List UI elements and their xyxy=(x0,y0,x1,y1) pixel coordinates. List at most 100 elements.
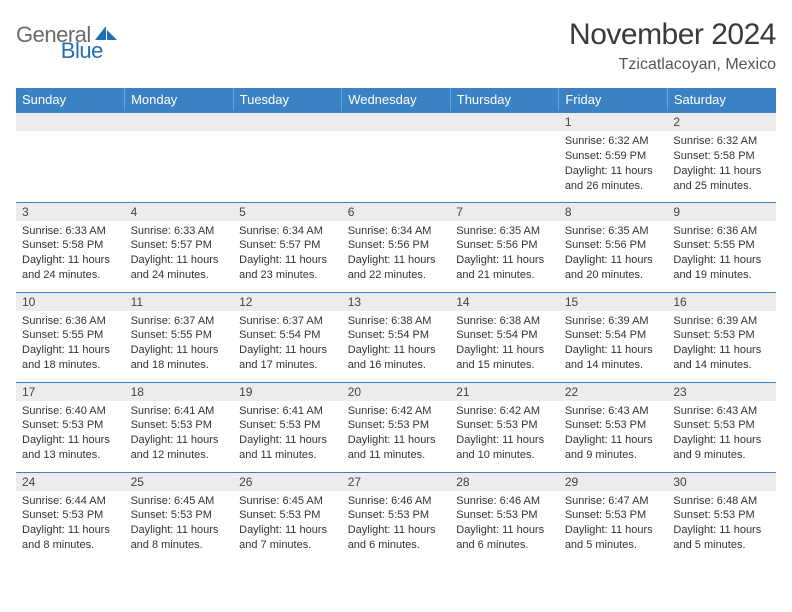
daylight: Daylight: 11 hours and 11 minutes. xyxy=(348,433,445,463)
sunrise: Sunrise: 6:38 AM xyxy=(348,314,445,329)
sunset: Sunset: 5:58 PM xyxy=(22,238,119,253)
calendar-cell: 22Sunrise: 6:43 AMSunset: 5:53 PMDayligh… xyxy=(559,382,668,472)
day-body: Sunrise: 6:40 AMSunset: 5:53 PMDaylight:… xyxy=(16,401,125,467)
day-number xyxy=(342,113,451,131)
sunset: Sunset: 5:53 PM xyxy=(673,328,770,343)
day-body: Sunrise: 6:47 AMSunset: 5:53 PMDaylight:… xyxy=(559,491,668,557)
calendar-cell: 5Sunrise: 6:34 AMSunset: 5:57 PMDaylight… xyxy=(233,202,342,292)
sunrise: Sunrise: 6:45 AM xyxy=(131,494,228,509)
calendar-cell: 29Sunrise: 6:47 AMSunset: 5:53 PMDayligh… xyxy=(559,472,668,562)
day-body: Sunrise: 6:32 AMSunset: 5:58 PMDaylight:… xyxy=(667,131,776,197)
daylight: Daylight: 11 hours and 16 minutes. xyxy=(348,343,445,373)
sunset: Sunset: 5:57 PM xyxy=(239,238,336,253)
calendar-body: 1Sunrise: 6:32 AMSunset: 5:59 PMDaylight… xyxy=(16,112,776,562)
daylight: Daylight: 11 hours and 10 minutes. xyxy=(456,433,553,463)
day-body: Sunrise: 6:34 AMSunset: 5:56 PMDaylight:… xyxy=(342,221,451,287)
day-number: 23 xyxy=(667,383,776,401)
calendar-cell xyxy=(16,112,125,202)
day-body: Sunrise: 6:33 AMSunset: 5:58 PMDaylight:… xyxy=(16,221,125,287)
calendar-cell: 27Sunrise: 6:46 AMSunset: 5:53 PMDayligh… xyxy=(342,472,451,562)
day-body: Sunrise: 6:41 AMSunset: 5:53 PMDaylight:… xyxy=(233,401,342,467)
daylight: Daylight: 11 hours and 21 minutes. xyxy=(456,253,553,283)
sunrise: Sunrise: 6:43 AM xyxy=(565,404,662,419)
daylight: Daylight: 11 hours and 5 minutes. xyxy=(565,523,662,553)
sunrise: Sunrise: 6:39 AM xyxy=(565,314,662,329)
daylight: Daylight: 11 hours and 17 minutes. xyxy=(239,343,336,373)
day-number: 28 xyxy=(450,473,559,491)
day-body: Sunrise: 6:37 AMSunset: 5:54 PMDaylight:… xyxy=(233,311,342,377)
calendar-cell: 19Sunrise: 6:41 AMSunset: 5:53 PMDayligh… xyxy=(233,382,342,472)
daylight: Daylight: 11 hours and 22 minutes. xyxy=(348,253,445,283)
calendar-cell: 14Sunrise: 6:38 AMSunset: 5:54 PMDayligh… xyxy=(450,292,559,382)
calendar-cell: 28Sunrise: 6:46 AMSunset: 5:53 PMDayligh… xyxy=(450,472,559,562)
day-body: Sunrise: 6:43 AMSunset: 5:53 PMDaylight:… xyxy=(559,401,668,467)
sunrise: Sunrise: 6:43 AM xyxy=(673,404,770,419)
daylight: Daylight: 11 hours and 9 minutes. xyxy=(673,433,770,463)
calendar-cell: 7Sunrise: 6:35 AMSunset: 5:56 PMDaylight… xyxy=(450,202,559,292)
daylight: Daylight: 11 hours and 18 minutes. xyxy=(131,343,228,373)
logo: General Blue xyxy=(16,18,163,48)
day-number xyxy=(233,113,342,131)
sunset: Sunset: 5:53 PM xyxy=(239,418,336,433)
daylight: Daylight: 11 hours and 12 minutes. xyxy=(131,433,228,463)
sunrise: Sunrise: 6:47 AM xyxy=(565,494,662,509)
sunset: Sunset: 5:58 PM xyxy=(673,149,770,164)
day-header: Saturday xyxy=(667,88,776,112)
day-number: 24 xyxy=(16,473,125,491)
day-body: Sunrise: 6:34 AMSunset: 5:57 PMDaylight:… xyxy=(233,221,342,287)
sunrise: Sunrise: 6:46 AM xyxy=(348,494,445,509)
daylight: Daylight: 11 hours and 8 minutes. xyxy=(22,523,119,553)
day-body: Sunrise: 6:45 AMSunset: 5:53 PMDaylight:… xyxy=(233,491,342,557)
sunset: Sunset: 5:53 PM xyxy=(131,508,228,523)
sunset: Sunset: 5:53 PM xyxy=(348,418,445,433)
day-number: 1 xyxy=(559,113,668,131)
daylight: Daylight: 11 hours and 20 minutes. xyxy=(565,253,662,283)
page-title: November 2024 xyxy=(569,18,776,52)
sunrise: Sunrise: 6:32 AM xyxy=(673,134,770,149)
day-header: Wednesday xyxy=(342,88,451,112)
day-number: 6 xyxy=(342,203,451,221)
day-number: 30 xyxy=(667,473,776,491)
daylight: Daylight: 11 hours and 11 minutes. xyxy=(239,433,336,463)
sunset: Sunset: 5:55 PM xyxy=(22,328,119,343)
day-body: Sunrise: 6:42 AMSunset: 5:53 PMDaylight:… xyxy=(450,401,559,467)
day-number: 17 xyxy=(16,383,125,401)
day-header: Sunday xyxy=(16,88,125,112)
day-body: Sunrise: 6:46 AMSunset: 5:53 PMDaylight:… xyxy=(342,491,451,557)
day-body: Sunrise: 6:38 AMSunset: 5:54 PMDaylight:… xyxy=(450,311,559,377)
sunrise: Sunrise: 6:46 AM xyxy=(456,494,553,509)
sunrise: Sunrise: 6:33 AM xyxy=(131,224,228,239)
sunrise: Sunrise: 6:35 AM xyxy=(456,224,553,239)
daylight: Daylight: 11 hours and 24 minutes. xyxy=(131,253,228,283)
calendar-cell: 23Sunrise: 6:43 AMSunset: 5:53 PMDayligh… xyxy=(667,382,776,472)
calendar-cell: 11Sunrise: 6:37 AMSunset: 5:55 PMDayligh… xyxy=(125,292,234,382)
daylight: Daylight: 11 hours and 7 minutes. xyxy=(239,523,336,553)
day-number: 26 xyxy=(233,473,342,491)
calendar-cell: 21Sunrise: 6:42 AMSunset: 5:53 PMDayligh… xyxy=(450,382,559,472)
day-number: 14 xyxy=(450,293,559,311)
calendar-cell: 8Sunrise: 6:35 AMSunset: 5:56 PMDaylight… xyxy=(559,202,668,292)
sunrise: Sunrise: 6:41 AM xyxy=(131,404,228,419)
calendar-row: 1Sunrise: 6:32 AMSunset: 5:59 PMDaylight… xyxy=(16,112,776,202)
daylight: Daylight: 11 hours and 18 minutes. xyxy=(22,343,119,373)
day-number: 27 xyxy=(342,473,451,491)
day-body: Sunrise: 6:41 AMSunset: 5:53 PMDaylight:… xyxy=(125,401,234,467)
calendar-cell xyxy=(125,112,234,202)
daylight: Daylight: 11 hours and 19 minutes. xyxy=(673,253,770,283)
calendar-cell: 17Sunrise: 6:40 AMSunset: 5:53 PMDayligh… xyxy=(16,382,125,472)
sunset: Sunset: 5:57 PM xyxy=(131,238,228,253)
day-number: 5 xyxy=(233,203,342,221)
day-body: Sunrise: 6:32 AMSunset: 5:59 PMDaylight:… xyxy=(559,131,668,197)
day-body: Sunrise: 6:46 AMSunset: 5:53 PMDaylight:… xyxy=(450,491,559,557)
day-body: Sunrise: 6:35 AMSunset: 5:56 PMDaylight:… xyxy=(559,221,668,287)
sunset: Sunset: 5:53 PM xyxy=(673,508,770,523)
day-body: Sunrise: 6:38 AMSunset: 5:54 PMDaylight:… xyxy=(342,311,451,377)
page-subtitle: Tzicatlacoyan, Mexico xyxy=(569,56,776,74)
day-body: Sunrise: 6:42 AMSunset: 5:53 PMDaylight:… xyxy=(342,401,451,467)
calendar-cell: 24Sunrise: 6:44 AMSunset: 5:53 PMDayligh… xyxy=(16,472,125,562)
daylight: Daylight: 11 hours and 6 minutes. xyxy=(348,523,445,553)
daylight: Daylight: 11 hours and 5 minutes. xyxy=(673,523,770,553)
title-block: November 2024 Tzicatlacoyan, Mexico xyxy=(569,18,776,74)
day-number: 4 xyxy=(125,203,234,221)
sunrise: Sunrise: 6:38 AM xyxy=(456,314,553,329)
